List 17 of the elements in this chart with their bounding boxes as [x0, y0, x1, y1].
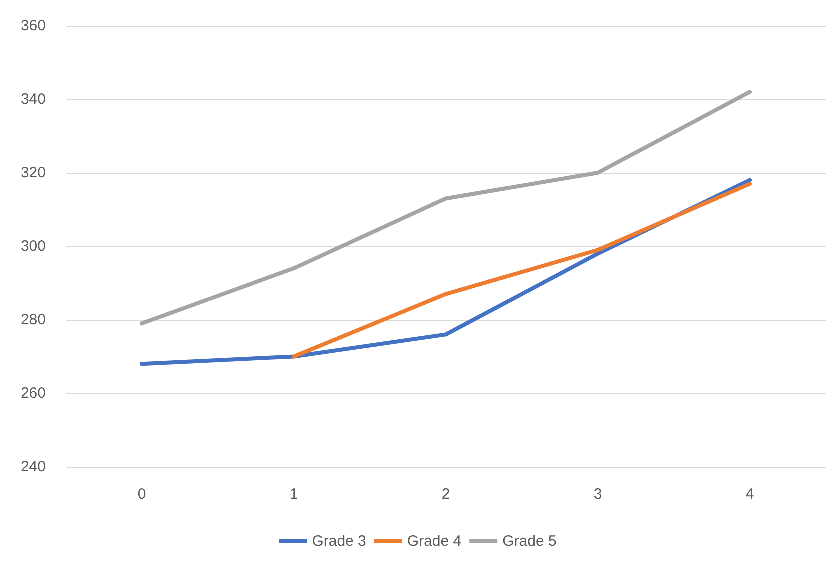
y-tick-label: 340: [20, 91, 46, 108]
x-tick-label: 0: [138, 486, 146, 503]
legend-label: Grade 3: [312, 533, 366, 550]
y-tick-label: 240: [20, 458, 46, 476]
legend-label: Grade 5: [502, 533, 557, 550]
y-tick-label: 360: [20, 18, 46, 34]
y-tick-label: 280: [20, 312, 46, 328]
legend-label: Grade 4: [407, 533, 462, 550]
x-tick-label: 1: [290, 486, 298, 503]
x-tick-label: 4: [746, 486, 754, 503]
y-tick-label: 320: [20, 164, 46, 182]
line-series: [292, 182, 752, 359]
x-tick-label: 3: [594, 486, 602, 503]
y-tick-label: 300: [20, 238, 46, 255]
x-tick-label: 2: [442, 486, 450, 503]
y-tick-label: 260: [20, 385, 46, 402]
line-series: [140, 90, 752, 326]
